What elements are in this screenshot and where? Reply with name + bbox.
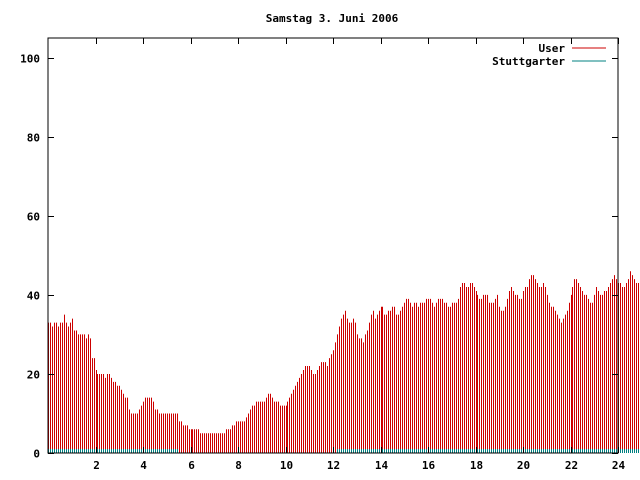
x-tick-label: 20 xyxy=(517,459,530,472)
x-tick-label: 2 xyxy=(93,459,100,472)
x-tick-label: 14 xyxy=(375,459,389,472)
user-series-bars xyxy=(48,271,639,453)
x-tick-label: 12 xyxy=(327,459,340,472)
legend: User Stuttgarter xyxy=(492,42,606,68)
y-tick-label: 100 xyxy=(20,53,40,66)
y-tick-label: 0 xyxy=(33,448,40,461)
y-tick-label: 40 xyxy=(27,290,40,303)
y-axis: 0 20 40 60 80 100 xyxy=(20,53,618,461)
x-tick-label: 18 xyxy=(470,459,483,472)
legend-label-user: User xyxy=(539,42,566,55)
x-tick-label: 8 xyxy=(235,459,242,472)
chart-title: Samstag 3. Juni 2006 xyxy=(266,12,399,25)
x-tick-label: 24 xyxy=(612,459,626,472)
legend-label-stuttgarter: Stuttgarter xyxy=(492,55,565,68)
y-tick-label: 60 xyxy=(27,211,40,224)
stuttgarter-series-bars xyxy=(48,449,639,453)
x-tick-label: 6 xyxy=(188,459,195,472)
y-tick-label: 80 xyxy=(27,132,40,145)
x-tick-label: 4 xyxy=(140,459,147,472)
x-tick-label: 22 xyxy=(565,459,578,472)
x-tick-label: 16 xyxy=(422,459,436,472)
x-tick-label: 10 xyxy=(280,459,293,472)
y-tick-label: 20 xyxy=(27,369,40,382)
x-axis: 2 4 6 8 10 12 14 16 18 20 22 24 xyxy=(93,38,625,472)
